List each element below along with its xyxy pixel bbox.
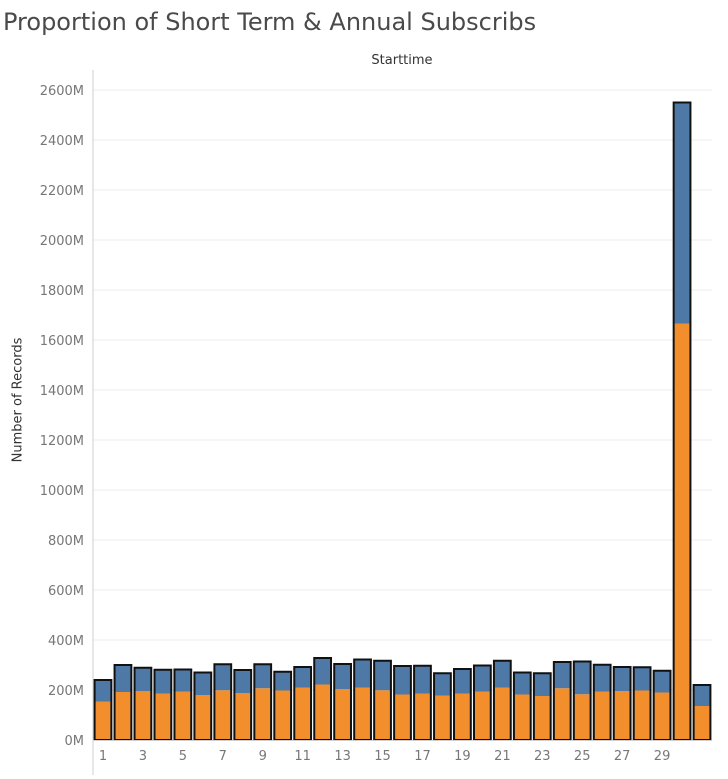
bar-segment xyxy=(473,691,491,740)
bar-segment xyxy=(134,691,152,740)
bar-segment xyxy=(573,661,591,695)
y-tick-label: 600M xyxy=(48,584,84,599)
x-tick-label: 17 xyxy=(414,749,431,764)
y-tick-label: 1800M xyxy=(40,284,84,299)
bar-segment xyxy=(673,102,691,324)
y-tick-label: 2000M xyxy=(40,234,84,249)
bar-segment xyxy=(214,690,232,740)
x-tick-label: 3 xyxy=(139,749,147,764)
bar-segment xyxy=(254,664,272,689)
bar-segment xyxy=(254,688,272,740)
bar-segment xyxy=(334,689,351,740)
bar-segment xyxy=(553,688,571,740)
bar-segment xyxy=(94,701,112,740)
bar-segment xyxy=(114,665,132,692)
bar-segment xyxy=(194,672,212,695)
y-tick-label: 1000M xyxy=(40,484,84,499)
bar-segment xyxy=(454,693,471,740)
bar-segment xyxy=(314,658,332,685)
bar-segment xyxy=(513,672,531,695)
y-tick-label: 0M xyxy=(65,734,85,749)
x-tick-label: 29 xyxy=(654,749,671,764)
column-header: Starttime xyxy=(371,53,433,68)
bar-segment xyxy=(354,687,371,740)
bar-segment xyxy=(294,667,312,688)
bar-segment xyxy=(114,692,132,740)
y-tick-label: 2600M xyxy=(40,84,84,99)
y-tick-label: 400M xyxy=(48,634,84,649)
y-tick-label: 200M xyxy=(48,684,84,699)
bar-segment xyxy=(653,692,671,740)
bar-segment xyxy=(673,323,691,740)
y-tick-label: 1400M xyxy=(40,384,84,399)
bars xyxy=(93,101,712,741)
bar-segment xyxy=(194,695,212,740)
axes xyxy=(92,70,712,775)
x-tick-label: 23 xyxy=(534,749,551,764)
bar-segment xyxy=(374,660,391,691)
y-tick-label: 2200M xyxy=(40,184,84,199)
bar-segment xyxy=(234,670,252,694)
y-tick-label: 1200M xyxy=(40,434,84,449)
bar-segment xyxy=(493,687,511,740)
bar-segment xyxy=(274,690,292,740)
bar-segment xyxy=(394,666,411,695)
bar-segment xyxy=(593,691,611,740)
x-tick-label: 19 xyxy=(454,749,471,764)
bar-segment xyxy=(134,667,152,692)
bar-segment xyxy=(434,673,451,696)
grid-lines xyxy=(93,89,712,691)
bar-segment xyxy=(294,687,312,740)
bar-segment xyxy=(154,693,172,740)
bar-segment xyxy=(693,685,711,706)
bar-segment xyxy=(214,664,232,691)
bar-segment xyxy=(633,690,651,740)
bar-segment xyxy=(414,693,431,740)
bar-segment xyxy=(553,662,571,689)
bar-segment xyxy=(454,669,471,694)
bar-segment xyxy=(374,690,391,740)
x-tick-label: 9 xyxy=(259,749,267,764)
bar-segment xyxy=(653,670,671,693)
bar-segment xyxy=(174,669,192,692)
bar-segment xyxy=(613,691,631,740)
bar-segment xyxy=(693,706,711,740)
x-tick-label: 5 xyxy=(179,749,187,764)
bar-segment xyxy=(593,664,611,692)
bar-segment xyxy=(414,665,431,694)
x-tick-label: 15 xyxy=(374,749,391,764)
x-tick-label: 1 xyxy=(99,749,107,764)
x-tick-label: 11 xyxy=(294,749,311,764)
bar-segment xyxy=(274,671,292,691)
x-tick-label: 27 xyxy=(614,749,631,764)
y-tick-label: 1600M xyxy=(40,334,84,349)
bar-segment xyxy=(434,695,451,740)
bar-segment xyxy=(573,694,591,740)
bar-segment xyxy=(513,694,531,740)
y-tick-label: 2400M xyxy=(40,134,84,149)
bar-segment xyxy=(314,684,332,740)
x-axis-ticks: 1 3 5 7 9 11 13 15 17 19 21 23 25 27 29 xyxy=(99,749,671,764)
x-tick-label: 21 xyxy=(494,749,511,764)
x-tick-label: 13 xyxy=(334,749,351,764)
bar-segment xyxy=(493,660,511,688)
y-tick-label: 800M xyxy=(48,534,84,549)
bar-segment xyxy=(533,673,551,696)
y-axis-ticks: 0M 200M 400M 600M 800M 1000M 1200M 1400M 1600M 18… xyxy=(40,84,84,749)
bar-segment xyxy=(334,664,351,690)
bar-segment xyxy=(533,696,551,740)
x-tick-label: 7 xyxy=(219,749,227,764)
bar-segment xyxy=(174,691,192,740)
bar-segment xyxy=(394,694,411,740)
bar-segment xyxy=(354,659,371,688)
bar-segment xyxy=(154,669,172,694)
bar-segment xyxy=(234,693,252,740)
bar-segment xyxy=(473,665,491,692)
chart-title: Proportion of Short Term & Annual Subscr… xyxy=(3,8,537,36)
bar-segment xyxy=(633,667,651,691)
bar-segment xyxy=(94,680,112,702)
bar-segment xyxy=(613,667,631,691)
x-tick-label: 25 xyxy=(574,749,591,764)
